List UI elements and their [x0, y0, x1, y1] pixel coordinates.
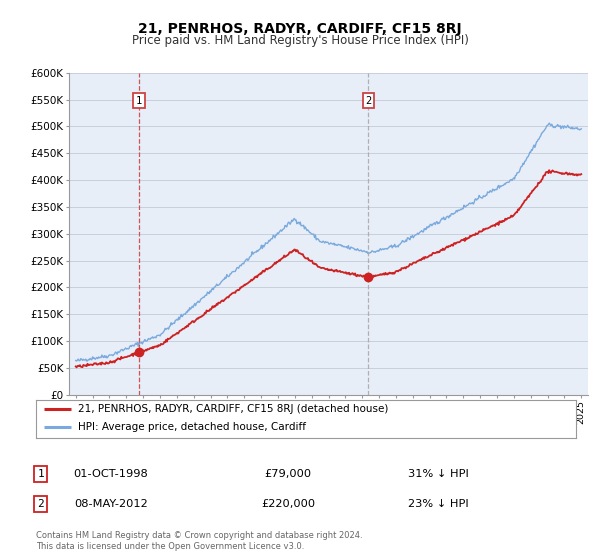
Text: 23% ↓ HPI: 23% ↓ HPI: [407, 499, 469, 509]
Text: 21, PENRHOS, RADYR, CARDIFF, CF15 8RJ: 21, PENRHOS, RADYR, CARDIFF, CF15 8RJ: [138, 22, 462, 36]
Text: 1: 1: [136, 96, 142, 106]
Text: 1: 1: [37, 469, 44, 479]
Text: Price paid vs. HM Land Registry's House Price Index (HPI): Price paid vs. HM Land Registry's House …: [131, 34, 469, 47]
Text: HPI: Average price, detached house, Cardiff: HPI: Average price, detached house, Card…: [78, 422, 306, 432]
Text: 08-MAY-2012: 08-MAY-2012: [74, 499, 148, 509]
Text: 31% ↓ HPI: 31% ↓ HPI: [407, 469, 469, 479]
Text: £220,000: £220,000: [261, 499, 315, 509]
Text: This data is licensed under the Open Government Licence v3.0.: This data is licensed under the Open Gov…: [36, 542, 304, 551]
Text: 2: 2: [365, 96, 371, 106]
Text: 01-OCT-1998: 01-OCT-1998: [74, 469, 148, 479]
Text: Contains HM Land Registry data © Crown copyright and database right 2024.: Contains HM Land Registry data © Crown c…: [36, 531, 362, 540]
Text: £79,000: £79,000: [265, 469, 311, 479]
Text: 2: 2: [37, 499, 44, 509]
Text: 21, PENRHOS, RADYR, CARDIFF, CF15 8RJ (detached house): 21, PENRHOS, RADYR, CARDIFF, CF15 8RJ (d…: [78, 404, 388, 414]
